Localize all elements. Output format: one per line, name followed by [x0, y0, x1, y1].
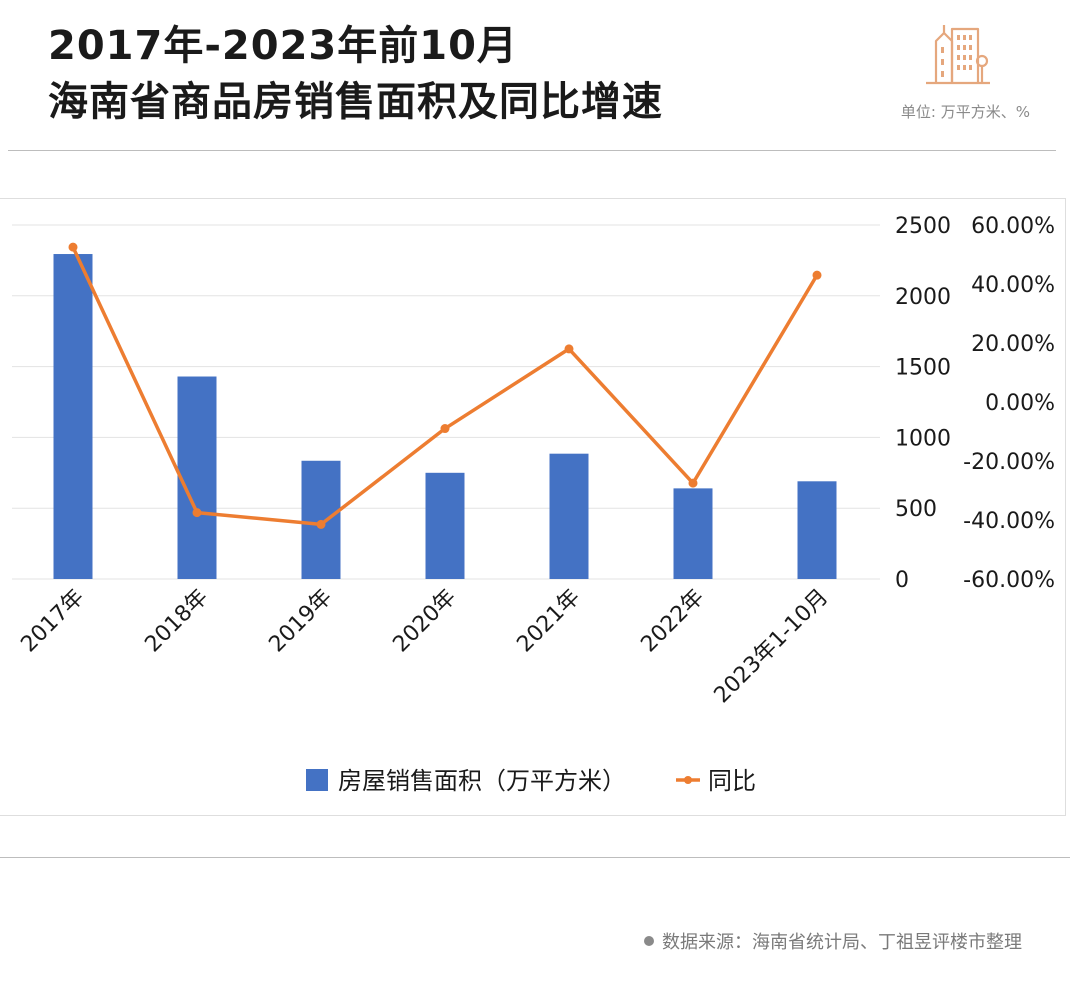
right-tick-label: -40.00% — [963, 509, 1055, 534]
right-tick-label: -60.00% — [963, 568, 1055, 593]
right-tick-label: 40.00% — [971, 273, 1055, 298]
bar — [177, 376, 217, 579]
bar — [549, 453, 589, 579]
line-point — [564, 344, 574, 354]
legend: 房屋销售面积（万平方米） 同比 — [306, 767, 756, 795]
top-divider — [8, 150, 1056, 151]
bottom-divider — [0, 857, 1070, 858]
data-source-text: 数据来源：海南省统计局、丁祖昱评楼市整理 — [662, 932, 1022, 953]
right-tick-label: -20.00% — [963, 450, 1055, 475]
x-tick-label: 2022年 — [636, 585, 709, 658]
x-axis-ticks: 2017年 2018年 2019年 2020年 2021年 2022年 2023年1-10月 — [16, 585, 833, 709]
bar — [673, 488, 713, 579]
x-tick-label: 2020年 — [388, 585, 461, 658]
bar — [797, 481, 837, 579]
left-tick-label: 1000 — [895, 426, 951, 451]
left-tick-label: 0 — [895, 568, 909, 593]
building-icon — [926, 25, 990, 85]
chart-title: 2017年-2023年前10月 海南省商品房销售面积及同比增速 — [48, 18, 663, 130]
unit-label: 单位: 万平方米、% — [900, 103, 1030, 121]
legend-line-label: 同比 — [708, 767, 756, 795]
x-tick-label: 2023年1-10月 — [710, 585, 834, 709]
bullet-icon — [644, 936, 654, 946]
bar — [425, 472, 465, 579]
line-point — [316, 519, 326, 529]
bar-series — [53, 254, 837, 579]
right-axis-ticks: -60.00% -40.00% -20.00% 0.00% 20.00% 40.00% 60… — [963, 214, 1055, 593]
x-tick-label: 2019年 — [264, 585, 337, 658]
x-tick-label: 2021年 — [512, 585, 585, 658]
bar — [53, 254, 93, 579]
data-source: 数据来源：海南省统计局、丁祖昱评楼市整理 — [644, 928, 1022, 954]
line-point — [192, 508, 202, 518]
line-point — [812, 270, 822, 280]
title-line-1: 2017年-2023年前10月 — [48, 23, 518, 69]
legend-line-marker — [684, 776, 692, 784]
title-line-2: 海南省商品房销售面积及同比增速 — [48, 79, 663, 125]
right-tick-label: 60.00% — [971, 214, 1055, 239]
left-tick-label: 2000 — [895, 285, 951, 310]
line-point — [688, 478, 698, 488]
right-tick-label: 0.00% — [985, 391, 1055, 416]
left-tick-label: 2500 — [895, 214, 951, 239]
line-point — [440, 424, 450, 434]
left-tick-label: 1500 — [895, 356, 951, 381]
x-tick-label: 2017年 — [16, 585, 89, 658]
legend-bar-label: 房屋销售面积（万平方米） — [338, 767, 626, 795]
left-axis-ticks: 0 500 1000 1500 2000 2500 — [895, 214, 951, 593]
bar — [301, 460, 341, 579]
line-point — [68, 242, 78, 252]
x-tick-label: 2018年 — [140, 585, 213, 658]
left-tick-label: 500 — [895, 497, 937, 522]
legend-bar-swatch — [306, 769, 328, 791]
right-tick-label: 20.00% — [971, 332, 1055, 357]
chart-frame — [0, 198, 1066, 816]
line-series — [68, 242, 822, 529]
